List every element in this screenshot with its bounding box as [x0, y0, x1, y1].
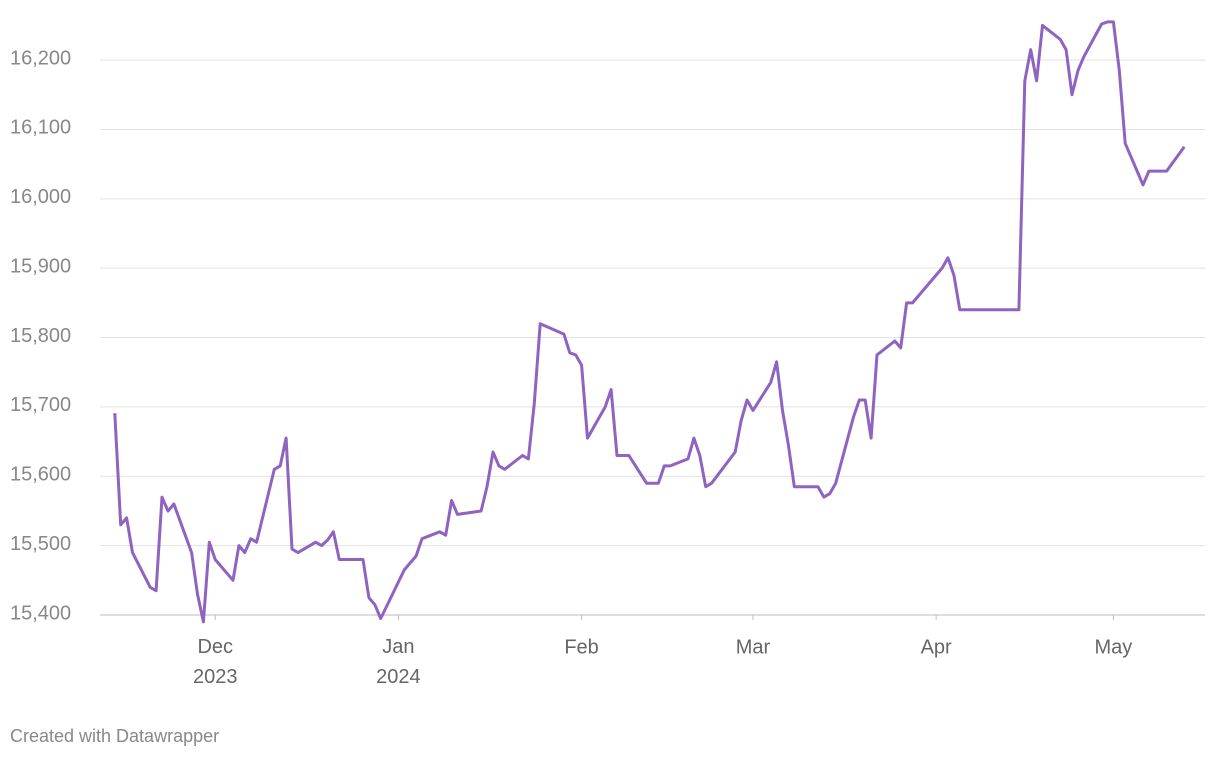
x-tick-label: May — [1095, 636, 1133, 658]
y-tick-label: 15,400 — [10, 602, 71, 624]
y-tick-label: 15,900 — [10, 255, 71, 277]
y-tick-label: 15,600 — [10, 464, 71, 486]
y-tick-label: 15,700 — [10, 394, 71, 416]
credit: Created with Datawrapper — [10, 726, 219, 746]
y-tick-label: 16,000 — [10, 186, 71, 208]
x-tick-label: Feb — [564, 636, 598, 658]
x-tick-label-line: 2024 — [376, 666, 421, 688]
y-tick-label: 16,100 — [10, 117, 71, 139]
x-tick-label-line: Dec — [197, 636, 233, 658]
y-tick-label: 16,200 — [10, 47, 71, 69]
x-tick-label-line: Jan — [382, 636, 414, 658]
x-tick-label: Apr — [921, 636, 952, 658]
x-tick-label-line: 2023 — [193, 666, 238, 688]
y-tick-label: 15,500 — [10, 533, 71, 555]
line — [113, 20, 1186, 624]
y-tick-label: 15,800 — [10, 325, 71, 347]
x-tick-label: Jan 2024 — [376, 636, 421, 688]
x-tick-label: Dec 2023 — [193, 636, 238, 688]
x-tick-label: Mar — [736, 636, 771, 658]
